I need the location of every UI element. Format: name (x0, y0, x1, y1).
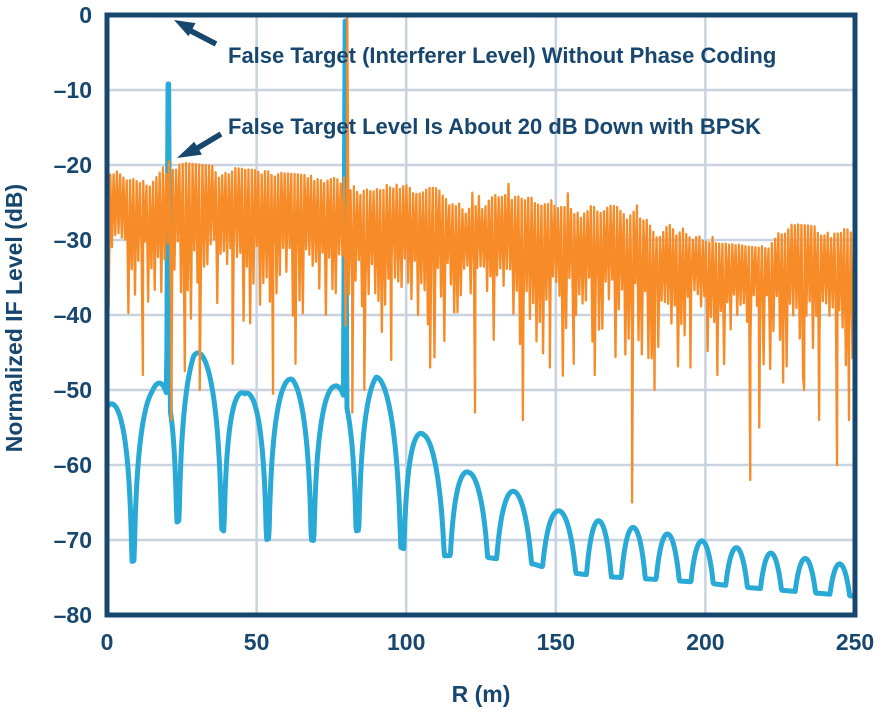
annotation-false-target-bpsk: False Target Level Is About 20 dB Down w… (228, 114, 761, 139)
tick-label: –10 (54, 77, 92, 103)
annotation-false-target-no-coding: False Target (Interferer Level) Without … (228, 43, 776, 68)
tick-label: –30 (54, 227, 92, 253)
tick-label: –60 (54, 452, 92, 478)
tick-label: 50 (244, 629, 270, 655)
series-with-bpsk-coding (105, 16, 856, 504)
tick-label: –50 (54, 377, 92, 403)
tick-label: 0 (79, 2, 92, 28)
series-without-phase-coding (104, 18, 858, 599)
tick-label: –80 (54, 602, 92, 628)
annotation-arrow-to-minus20db-icon (177, 131, 223, 158)
tick-label: 100 (387, 629, 425, 655)
plot-frame (104, 12, 858, 618)
tick-label: –40 (54, 302, 92, 328)
tick-label: 250 (836, 629, 874, 655)
tick-label: 0 (101, 629, 114, 655)
tick-label: –20 (54, 152, 92, 178)
x-axis-title: R (m) (452, 681, 511, 707)
tick-label: 200 (686, 629, 724, 655)
tick-label: 150 (537, 629, 575, 655)
annotation-arrow-to-spike-top-icon (174, 20, 218, 47)
x-axis-tick-labels: 0 50 100 150 200 250 (101, 629, 875, 655)
y-axis-title: Normalized IF Level (dB) (1, 184, 27, 452)
tick-label: –70 (54, 527, 92, 553)
y-axis-tick-labels: 0 –10 –20 –30 –40 –50 –60 –70 –80 (54, 2, 92, 628)
